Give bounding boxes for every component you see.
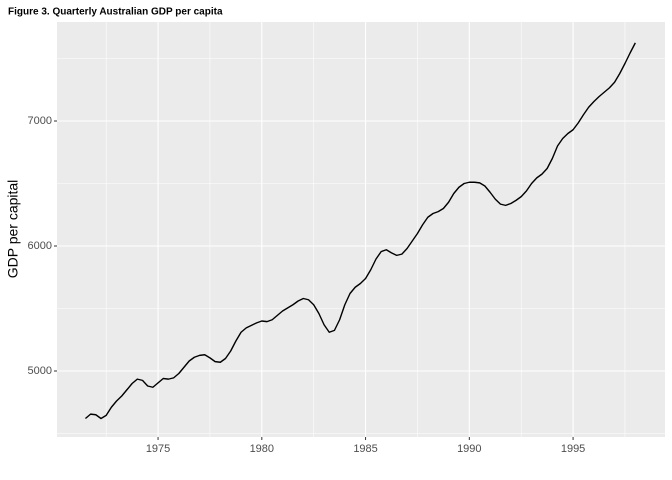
plot-panel bbox=[57, 22, 665, 437]
x-tick-label: 1990 bbox=[457, 443, 481, 455]
y-tick-label: 7000 bbox=[28, 115, 52, 127]
y-tick-label: 5000 bbox=[28, 365, 52, 377]
x-tick-label: 1985 bbox=[353, 443, 377, 455]
x-tick-label: 1975 bbox=[146, 443, 170, 455]
y-axis-label: GDP per capital bbox=[5, 180, 21, 279]
chart-title: Figure 3. Quarterly Australian GDP per c… bbox=[8, 7, 223, 18]
x-tick-label: 1980 bbox=[250, 443, 274, 455]
y-tick-label: 6000 bbox=[28, 240, 52, 252]
data-line bbox=[84, 42, 636, 420]
x-tick-label: 1995 bbox=[561, 443, 585, 455]
